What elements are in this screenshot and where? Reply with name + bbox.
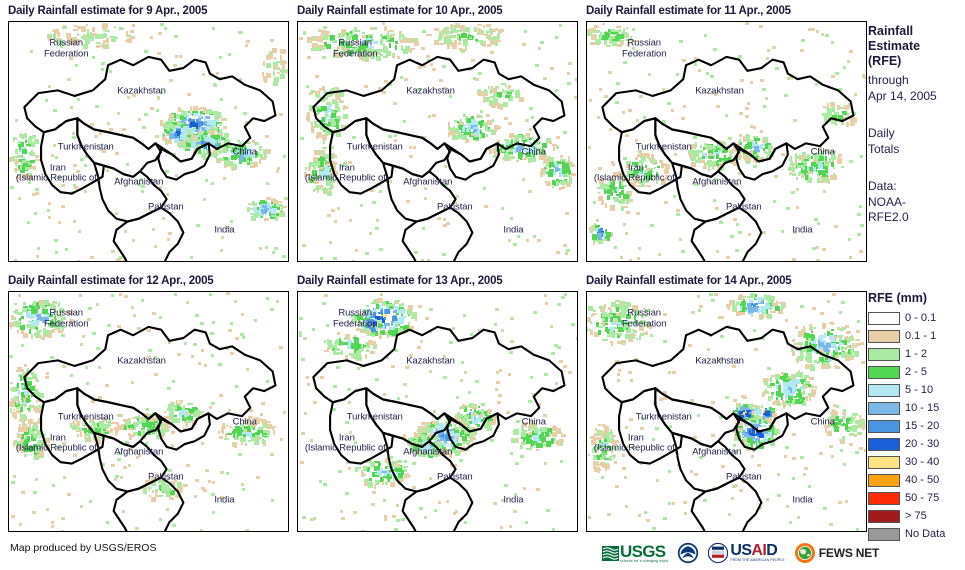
legend-row: 50 - 75 — [868, 489, 965, 507]
fews-globe-icon — [794, 543, 815, 563]
side-heading-line1: Rainfall — [868, 24, 914, 38]
usaid-tagline: FROM THE AMERICAN PEOPLE — [730, 558, 785, 562]
legend-row: 5 - 10 — [868, 381, 965, 399]
legend-label: 0 - 0.1 — [905, 312, 937, 324]
side-through-date: Apr 14, 2005 — [868, 88, 937, 103]
country-borders — [587, 292, 866, 532]
legend-row: 10 - 15 — [868, 399, 965, 417]
noaa-logo[interactable] — [677, 541, 699, 565]
legend-row: No Data — [868, 525, 965, 543]
usgs-logo[interactable]: USGS science for a changing world — [602, 541, 668, 565]
legend-swatch — [868, 473, 900, 487]
legend-label: 40 - 50 — [905, 474, 940, 486]
panel-title: Daily Rainfall estimate for 10 Apr., 200… — [297, 5, 503, 17]
legend-row: 1 - 2 — [868, 345, 965, 363]
legend-label: 20 - 30 — [905, 438, 940, 450]
panel-title: Daily Rainfall estimate for 11 Apr., 200… — [586, 5, 791, 17]
legend-label: 10 - 15 — [905, 402, 940, 414]
country-borders — [298, 292, 577, 532]
fews-wordmark: FEWS NET — [818, 546, 880, 560]
usaid-logo[interactable]: USAID FROM THE AMERICAN PEOPLE — [708, 541, 785, 565]
legend-row: > 75 — [868, 507, 965, 525]
map-canvas[interactable]: Russian Federation Kazakhstan Turkmenistan I… — [297, 21, 578, 262]
legend-label: 30 - 40 — [905, 456, 940, 468]
legend-swatch — [868, 401, 900, 415]
panel-title: Daily Rainfall estimate for 14 Apr., 200… — [586, 275, 792, 287]
map-panel-apr13[interactable]: Daily Rainfall estimate for 13 Apr., 200… — [297, 274, 578, 532]
usaid-seal-icon — [708, 542, 729, 564]
legend-swatch — [868, 329, 900, 343]
usgs-wave-icon — [602, 545, 619, 561]
country-borders — [9, 22, 288, 262]
rainfall-raster — [298, 292, 577, 531]
side-data-source-line2: RFE2.0 — [868, 210, 909, 224]
legend-label: 5 - 10 — [905, 384, 934, 396]
legend-row: 2 - 5 — [868, 363, 965, 381]
legend-label: > 75 — [905, 510, 927, 522]
usgs-tagline: science for a changing world — [620, 558, 669, 563]
map-canvas[interactable]: Russian Federation Kazakhstan Turkmenistan I… — [586, 291, 867, 532]
rainfall-raster — [587, 292, 866, 531]
legend-row: 0.1 - 1 — [868, 327, 965, 345]
legend-swatch — [868, 527, 900, 541]
fews-logo[interactable]: FEWS NET — [794, 541, 879, 565]
legend-row: 0 - 0.1 — [868, 309, 965, 327]
panel-title: Daily Rainfall estimate for 9 Apr., 2005 — [8, 5, 208, 17]
map-credit: Map produced by USGS/EROS — [10, 542, 157, 554]
side-heading-line3: (RFE) — [868, 54, 902, 68]
usaid-wordmark: USAID — [730, 542, 778, 559]
legend-label: 1 - 2 — [905, 348, 928, 360]
side-heading-line2: Estimate — [868, 39, 921, 53]
legend-swatch — [868, 491, 900, 505]
map-panel-apr11[interactable]: Daily Rainfall estimate for 11 Apr., 200… — [586, 4, 867, 262]
side-through-label: through — [868, 73, 909, 87]
legend-swatch — [868, 419, 900, 433]
country-borders — [9, 292, 288, 532]
agency-logo-strip: USGS science for a changing world — [602, 540, 879, 566]
rainfall-raster — [587, 22, 866, 261]
side-totals-line1: Daily — [868, 126, 895, 140]
legend-row: 30 - 40 — [868, 453, 965, 471]
legend-swatch — [868, 455, 900, 469]
legend-swatch — [868, 383, 900, 397]
panel-title: Daily Rainfall estimate for 13 Apr., 200… — [297, 275, 503, 287]
side-totals-line2: Totals — [868, 141, 900, 156]
country-borders — [298, 22, 577, 262]
legend-row: 15 - 20 — [868, 417, 965, 435]
legend-label: 2 - 5 — [905, 366, 928, 378]
legend-label: 0.1 - 1 — [905, 330, 937, 342]
map-panel-apr12[interactable]: Daily Rainfall estimate for 12 Apr., 200… — [8, 274, 289, 532]
legend-entries: 0 - 0.1 0.1 - 1 1 - 2 2 - 5 5 - 10 10 - 15 15 … — [868, 309, 965, 543]
legend-title: RFE (mm) — [868, 291, 928, 305]
side-data-source-line1: NOAA- — [868, 194, 907, 209]
legend-row: 20 - 30 — [868, 435, 965, 453]
legend-label: 15 - 20 — [905, 420, 940, 432]
map-canvas[interactable]: Russian Federation Kazakhstan Turkmenistan I… — [8, 21, 289, 262]
country-borders — [587, 22, 866, 262]
map-canvas[interactable]: Russian Federation Kazakhstan Turkmenistan I… — [297, 291, 578, 532]
legend-swatch — [868, 311, 900, 325]
panel-title: Daily Rainfall estimate for 12 Apr., 200… — [8, 275, 214, 287]
map-canvas[interactable]: Russian Federation Kazakhstan Turkmenistan I… — [8, 291, 289, 532]
noaa-seabird-icon — [678, 542, 699, 564]
map-panel-apr10[interactable]: Daily Rainfall estimate for 10 Apr., 200… — [297, 4, 578, 262]
legend-label: No Data — [905, 528, 946, 540]
legend-label: 50 - 75 — [905, 492, 940, 504]
legend-swatch — [868, 437, 900, 451]
map-panel-apr14[interactable]: Daily Rainfall estimate for 14 Apr., 200… — [586, 274, 867, 532]
legend-swatch — [868, 347, 900, 361]
legend-swatch — [868, 365, 900, 379]
map-panel-apr09[interactable]: Daily Rainfall estimate for 9 Apr., 2005… — [8, 4, 289, 262]
legend-row: 40 - 50 — [868, 471, 965, 489]
side-info-column: Rainfall Estimate (RFE) through Apr 14, … — [868, 0, 965, 570]
map-canvas[interactable]: Russian Federation Kazakhstan Turkmenistan I… — [586, 21, 867, 262]
usgs-wordmark: USGS — [620, 541, 666, 561]
side-data-label: Data: — [868, 179, 897, 193]
rainfall-raster — [9, 22, 288, 261]
legend-swatch — [868, 509, 900, 523]
